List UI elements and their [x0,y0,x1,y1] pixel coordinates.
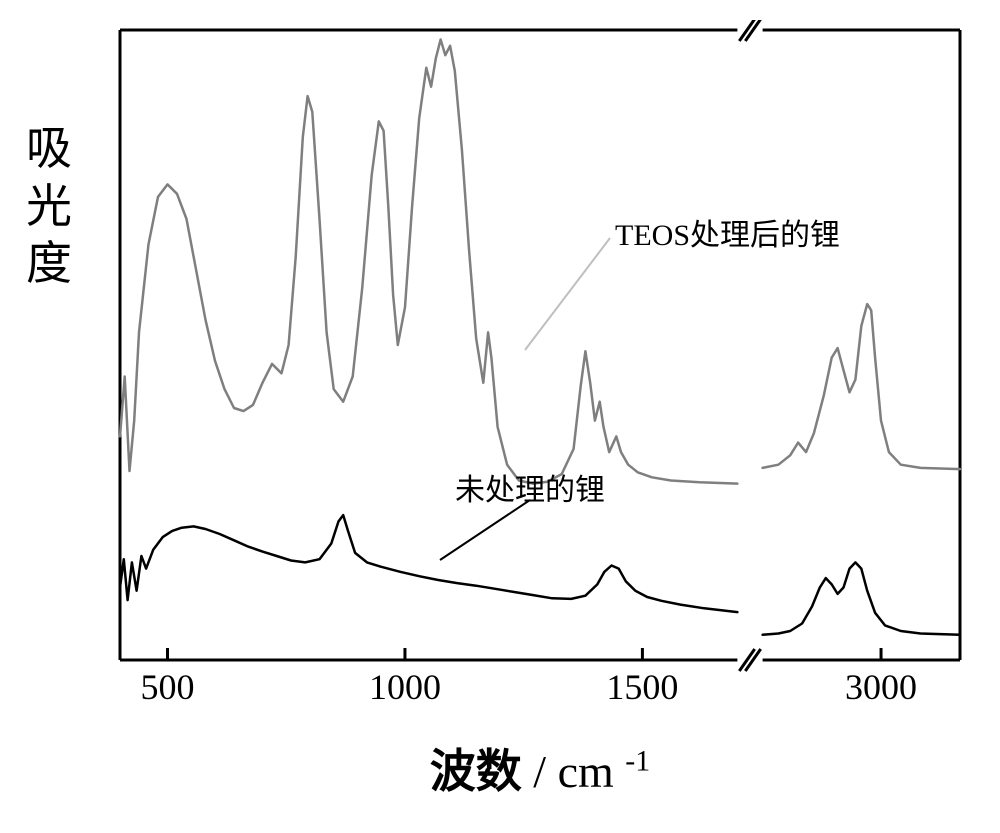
x-tick-label: 1000 [369,666,441,708]
series-label-untreated: 未处理的锂 [455,465,605,509]
figure-container: 吸 光 度 波数 / cm -1 500 1000 1500 3000 TEOS处理后的… [0,0,1000,833]
plot-area [110,20,970,710]
x-tick-label: 3000 [845,666,917,708]
spectra-plot [110,20,970,710]
series-label-teos: TEOS处理后的锂 [615,210,840,254]
x-axis-label: 波数 / cm -1 [110,735,970,801]
x-label-sup: -1 [625,745,650,778]
x-label-unit: / cm [533,746,613,797]
y-label-char-2: 光 [20,178,80,236]
x-label-cn: 波数 [430,746,522,797]
leader-teos [525,238,610,350]
y-label-char-3: 度 [20,235,80,293]
series-untreated-left [120,515,737,612]
y-label-char-1: 吸 [20,120,80,178]
series-teos-right [763,304,960,469]
leader-untreated [440,500,530,560]
series-untreated-right [763,562,960,634]
series-teos-left [120,40,737,484]
x-tick-label: 500 [140,666,194,708]
x-tick-label: 1500 [606,666,678,708]
y-axis-label: 吸 光 度 [20,120,80,293]
